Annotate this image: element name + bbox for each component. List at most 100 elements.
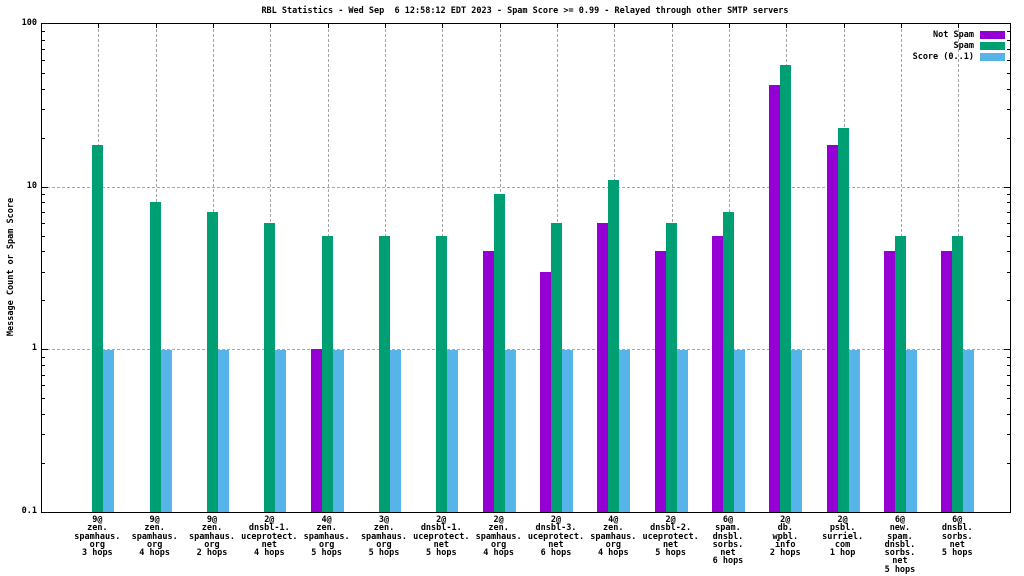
y-minor-tick-right (1007, 463, 1010, 465)
x-category-label: 4@ zen. spamhaus. org 5 hops (303, 515, 350, 559)
y-minor-tick-right (1007, 222, 1010, 224)
bar-spam-0 (92, 145, 104, 512)
y-minor-tick-left (42, 60, 45, 62)
bar-score-0-1--8 (561, 350, 573, 512)
bar-spam-6 (436, 235, 448, 512)
y-minor-tick-left (42, 31, 45, 33)
y-minor-tick-right (1007, 72, 1010, 74)
y-minor-tick-left (42, 39, 45, 41)
x-tick-top (98, 24, 100, 28)
y-minor-tick-left (42, 88, 45, 90)
chart-title: RBL Statistics - Wed Sep 6 12:58:12 EDT … (261, 6, 789, 16)
y-major-tick-right (1004, 186, 1010, 188)
bar-score-0-1--1 (160, 350, 172, 512)
bar-spam-3 (264, 222, 276, 512)
bar-score-0-1--7 (504, 350, 516, 512)
legend-entry: Spam (913, 40, 1005, 51)
x-tick-top (958, 24, 960, 28)
bar-score-0-1--12 (791, 350, 803, 512)
x-tick-top (442, 24, 444, 28)
y-minor-tick-left (42, 211, 45, 213)
y-minor-tick-left (42, 109, 45, 111)
bar-score-0-1--5 (389, 350, 401, 512)
y-minor-tick-left (42, 271, 45, 273)
bar-not-spam-14 (883, 251, 895, 512)
bar-spam-14 (894, 235, 906, 512)
y-minor-tick-left (42, 235, 45, 237)
x-tick-top (384, 24, 386, 28)
y-minor-tick-right (1007, 374, 1010, 376)
y-tick-label: 10 (26, 180, 37, 191)
x-category-label: 6@ spam. dnsbl. sorbs. net 6 hops (712, 515, 744, 567)
y-minor-tick-left (42, 356, 45, 358)
y-minor-tick-left (42, 202, 45, 204)
bar-not-spam-11 (711, 235, 723, 512)
bar-spam-8 (550, 222, 562, 512)
y-minor-tick-right (1007, 194, 1010, 196)
legend: Not Spam Spam Score (0..1) (913, 29, 1005, 62)
y-minor-tick-left (42, 251, 45, 253)
x-category-label: 4@ zen. spamhaus. org 4 hops (590, 515, 637, 559)
gridline-horizontal (42, 349, 1010, 351)
bar-score-0-1--6 (447, 350, 459, 512)
bar-not-spam-8 (539, 271, 551, 512)
x-tick-top (728, 24, 730, 28)
y-minor-tick-right (1007, 300, 1010, 302)
bar-not-spam-13 (826, 145, 838, 512)
y-minor-tick-right (1007, 356, 1010, 358)
bar-spam-4 (321, 235, 333, 512)
bar-score-0-1--10 (676, 350, 688, 512)
x-category-label: 2@ db. wpbl. info 2 hops (769, 515, 801, 559)
bar-score-0-1--13 (848, 350, 860, 512)
bar-score-0-1--3 (275, 350, 287, 512)
bar-not-spam-15 (941, 251, 953, 512)
y-minor-tick-right (1007, 202, 1010, 204)
bar-spam-15 (952, 235, 964, 512)
bar-spam-9 (608, 179, 620, 512)
x-tick-top (155, 24, 157, 28)
legend-swatch (980, 52, 1005, 61)
x-category-label: 2@ dnsbl-1. uceprotect. net 4 hops (241, 515, 298, 559)
x-tick-top (671, 24, 673, 28)
plot-area: Not Spam Spam Score (0..1) (41, 23, 1011, 513)
bar-not-spam-7 (482, 251, 494, 512)
bar-not-spam-10 (654, 251, 666, 512)
y-minor-tick-right (1007, 385, 1010, 387)
bar-not-spam-4 (310, 349, 322, 512)
legend-label: Spam (953, 40, 974, 51)
x-tick-top (900, 24, 902, 28)
y-minor-tick-right (1007, 414, 1010, 416)
gridline-horizontal (42, 186, 1010, 188)
bar-spam-2 (206, 211, 218, 512)
y-minor-tick-right (1007, 60, 1010, 62)
bar-score-0-1--9 (619, 350, 631, 512)
bar-score-0-1--15 (963, 350, 975, 512)
x-category-label: 2@ psbl. surriel. com 1 hop (822, 515, 864, 559)
y-minor-tick-left (42, 49, 45, 51)
bar-spam-5 (378, 235, 390, 512)
y-minor-tick-right (1007, 137, 1010, 139)
bar-score-0-1--4 (332, 350, 344, 512)
x-category-label: 2@ zen. spamhaus. org 4 hops (475, 515, 522, 559)
y-minor-tick-right (1007, 235, 1010, 237)
y-minor-tick-left (42, 398, 45, 400)
x-category-label: 9@ zen. spamhaus. org 4 hops (131, 515, 178, 559)
x-category-label: 6@ dnsbl. sorbs. net 5 hops (941, 515, 973, 559)
y-minor-tick-right (1007, 398, 1010, 400)
x-tick-top (270, 24, 272, 28)
x-tick-top (614, 24, 616, 28)
y-minor-tick-right (1007, 251, 1010, 253)
bar-score-0-1--14 (905, 350, 917, 512)
y-tick-label: 100 (21, 18, 37, 28)
y-major-tick-right (1004, 349, 1010, 351)
x-category-label: 9@ zen. spamhaus. org 3 hops (74, 515, 121, 559)
y-major-tick-left (42, 349, 48, 351)
x-category-label: 2@ dnsbl-3. uceprotect. net 6 hops (527, 515, 585, 559)
y-minor-tick-left (42, 72, 45, 74)
legend-label: Score (0..1) (912, 51, 974, 62)
y-tick-label: 1 (31, 343, 37, 354)
bar-spam-11 (722, 211, 734, 512)
y-minor-tick-right (1007, 271, 1010, 273)
x-category-label: 6@ new. spam. dnsbl. sorbs. net 5 hops (884, 515, 916, 575)
y-minor-tick-left (42, 414, 45, 416)
